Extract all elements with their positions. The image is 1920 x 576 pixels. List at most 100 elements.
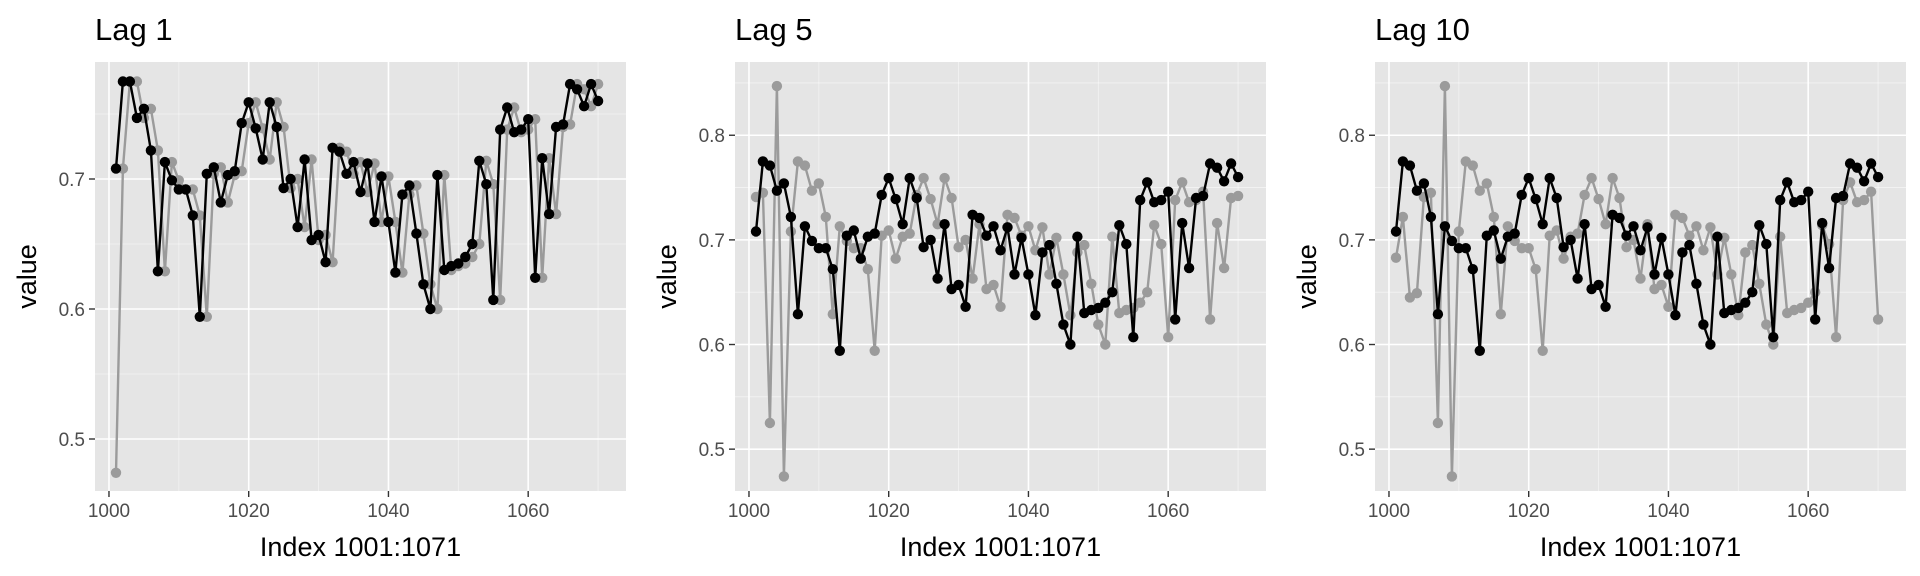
series-lagged-point <box>1037 222 1048 233</box>
x-tick-label: 1040 <box>367 501 409 522</box>
series-lagged-point <box>1572 228 1583 239</box>
series-lagged-point <box>1726 269 1737 280</box>
y-tick-label: 0.5 <box>699 440 725 461</box>
series-original-point <box>1411 185 1423 196</box>
series-lagged-point <box>1635 273 1646 284</box>
series-lagged-point <box>1810 287 1821 298</box>
series-lagged-point <box>1177 177 1188 188</box>
series-original-point <box>1544 172 1555 184</box>
series-original-point <box>460 251 471 263</box>
panel-title: Lag 5 <box>735 12 813 47</box>
series-lagged-point <box>890 253 901 264</box>
series-original-point <box>883 172 894 184</box>
series-original-point <box>1698 319 1709 330</box>
series-lagged-point <box>1163 332 1174 343</box>
series-original-point <box>1810 314 1821 325</box>
series-original-point <box>348 156 359 168</box>
series-original-point <box>1225 158 1237 169</box>
panel-title: Lag 1 <box>95 12 173 47</box>
series-original-point <box>995 245 1006 256</box>
series-original-point <box>1663 269 1674 280</box>
series-lagged-point <box>1204 314 1216 325</box>
series-lagged-point <box>1858 194 1870 206</box>
series-original-point <box>1058 319 1069 330</box>
series-original-point <box>918 242 929 253</box>
series-lagged-point <box>1593 193 1604 205</box>
x-tick-label: 1000 <box>1368 501 1410 522</box>
series-original-point <box>1425 211 1437 223</box>
series-original-point <box>1037 247 1048 258</box>
y-tick-label: 0.7 <box>59 170 85 191</box>
series-original-point <box>578 101 590 112</box>
series-original-point <box>1558 242 1569 253</box>
series-original-point <box>592 95 604 107</box>
series-original-point <box>1642 222 1653 233</box>
series-original-point <box>523 114 534 125</box>
series-lagged-point <box>1065 310 1076 321</box>
series-original-point <box>488 294 499 306</box>
y-tick-label: 0.6 <box>699 336 725 357</box>
series-original-point <box>243 97 254 108</box>
series-lagged-point <box>883 225 894 236</box>
x-axis-title: Index 1001:1071 <box>260 532 461 562</box>
series-lagged-point <box>1579 189 1590 201</box>
series-original-point <box>1837 190 1849 202</box>
series-original-point <box>1635 245 1646 256</box>
series-original-point <box>1467 264 1479 275</box>
series-lagged-point <box>1023 221 1034 232</box>
series-original-point <box>1865 158 1877 169</box>
series-original-point <box>1872 171 1884 183</box>
x-tick-label: 1060 <box>1147 501 1189 522</box>
series-lagged-point <box>1865 186 1877 197</box>
series-lagged-point <box>771 80 783 92</box>
series-original-point <box>1712 231 1723 242</box>
x-tick-label: 1040 <box>1007 501 1049 522</box>
series-original-point <box>467 238 478 250</box>
series-original-point <box>1016 232 1027 243</box>
series-original-point <box>215 197 226 208</box>
series-original-point <box>1439 221 1451 232</box>
series-original-point <box>1002 222 1013 233</box>
series-original-point <box>1128 332 1139 343</box>
series-original-point <box>1823 262 1835 274</box>
y-tick-label: 0.5 <box>59 430 85 451</box>
series-original-point <box>1691 278 1702 289</box>
series-lagged-point <box>1691 221 1702 232</box>
series-lagged-point <box>1411 288 1423 299</box>
series-original-point <box>1768 332 1779 343</box>
series-lagged-point <box>1656 279 1667 291</box>
series-lagged-point <box>1481 178 1493 189</box>
series-original-point <box>1509 228 1520 239</box>
series-original-point <box>543 208 555 220</box>
series-original-point <box>876 189 887 201</box>
series-lagged-point <box>1149 220 1160 231</box>
series-original-point <box>1404 160 1416 171</box>
series-original-point <box>208 162 219 173</box>
series-original-point <box>855 253 866 264</box>
series-original-point <box>925 234 936 246</box>
series-lagged-point <box>862 264 873 275</box>
series-original-point <box>1614 212 1625 224</box>
series-original-point <box>585 78 597 90</box>
series-lagged-point <box>1607 172 1618 184</box>
series-original-point <box>1030 310 1041 321</box>
series-original-point <box>750 226 762 237</box>
series-original-point <box>1142 177 1153 188</box>
series-original-point <box>145 145 157 156</box>
series-lagged-point <box>1558 253 1569 264</box>
series-original-point <box>1446 235 1458 247</box>
series-original-point <box>1628 221 1639 232</box>
series-lagged-point <box>1523 243 1534 254</box>
series-original-point <box>250 123 261 134</box>
series-original-point <box>201 168 212 179</box>
series-original-point <box>334 146 345 157</box>
x-axis-title: Index 1001:1071 <box>1540 532 1741 562</box>
series-original-point <box>1023 269 1034 280</box>
x-tick-label: 1000 <box>88 501 130 522</box>
series-original-point <box>1072 231 1083 242</box>
series-original-point <box>453 258 464 269</box>
series-lagged-point <box>869 345 880 356</box>
series-original-point <box>187 210 198 221</box>
series-lagged-point <box>1135 297 1146 308</box>
series-original-point <box>1460 243 1472 254</box>
